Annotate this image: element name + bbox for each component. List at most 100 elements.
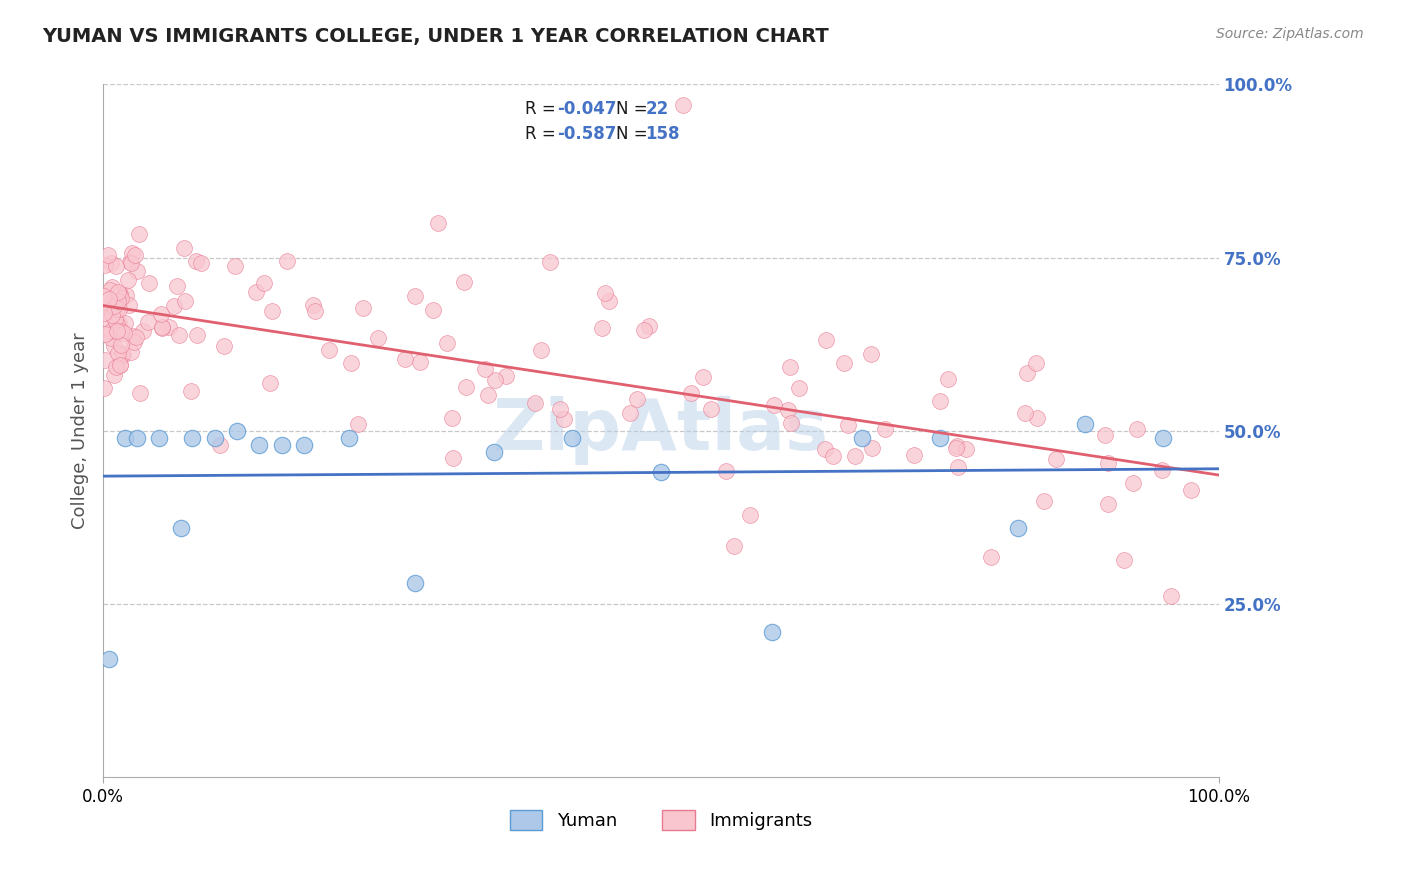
Point [860,442,883,456]
Point [121,246,143,260]
Point [1014,406,1036,420]
Point [672,98,695,112]
Point [946,460,969,475]
Point [180,384,202,399]
Point [1097,497,1119,511]
Point [105,359,128,374]
Point [1094,428,1116,442]
Point [112,326,135,340]
Point [453,275,475,289]
Point [441,450,464,465]
Point [190,256,212,270]
Point [181,431,204,445]
Point [124,248,146,262]
Point [129,385,152,400]
Point [105,317,128,331]
Point [103,339,125,353]
Text: YUMAN VS IMMIGRANTS COLLEGE, UNDER 1 YEAR CORRELATION CHART: YUMAN VS IMMIGRANTS COLLEGE, UNDER 1 YEA… [42,27,830,45]
Point [157,320,180,334]
Point [637,319,659,334]
Point [340,356,363,370]
Point [150,320,173,334]
Point [1152,431,1174,445]
Point [100,256,122,270]
Point [170,521,193,535]
Point [114,431,136,445]
Point [204,431,226,445]
Point [851,431,873,445]
Point [114,288,136,302]
Point [723,539,745,553]
Text: N =: N = [616,100,652,118]
Point [118,298,141,312]
Point [107,287,129,301]
Point [174,294,197,309]
Point [169,327,191,342]
Point [128,227,150,241]
Point [94,312,117,326]
Point [93,289,115,303]
Point [122,329,145,343]
Point [1097,456,1119,470]
Point [598,293,620,308]
Point [700,401,723,416]
Text: 22: 22 [645,100,669,118]
Point [110,337,132,351]
Point [474,362,496,376]
Point [270,438,292,452]
Point [367,330,389,344]
Point [101,308,124,322]
Point [1150,463,1173,477]
Point [337,431,360,445]
Point [108,316,131,330]
Point [945,442,967,456]
Point [548,401,571,416]
Point [262,303,284,318]
Point [150,307,173,321]
Point [844,449,866,463]
Point [276,254,298,268]
Point [409,355,432,369]
Point [150,321,173,335]
Point [226,424,249,438]
Point [873,422,896,436]
Point [173,241,195,255]
Point [97,292,120,306]
Point [148,431,170,445]
Point [93,381,115,395]
Point [94,258,117,272]
Point [815,334,838,348]
Point [928,431,950,445]
Point [1112,552,1135,566]
Point [1025,356,1047,370]
Point [540,254,562,268]
Point [1007,521,1029,535]
Point [650,466,672,480]
Point [108,287,131,301]
Point [495,369,517,384]
Point [105,259,128,273]
Point [477,387,499,401]
Point [440,410,463,425]
Point [103,299,125,313]
Point [97,652,120,666]
Text: N =: N = [616,125,652,144]
Point [98,283,121,297]
Point [823,449,845,463]
Point [1033,494,1056,508]
Point [679,386,702,401]
Point [352,301,374,315]
Point [292,438,315,452]
Point [763,398,786,412]
Point [860,347,883,361]
Point [117,273,139,287]
Point [186,327,208,342]
Point [779,417,801,431]
Point [108,358,131,372]
Point [107,294,129,309]
Point [832,356,855,370]
Point [103,368,125,382]
Point [107,285,129,299]
Point [692,370,714,384]
Point [98,297,121,311]
